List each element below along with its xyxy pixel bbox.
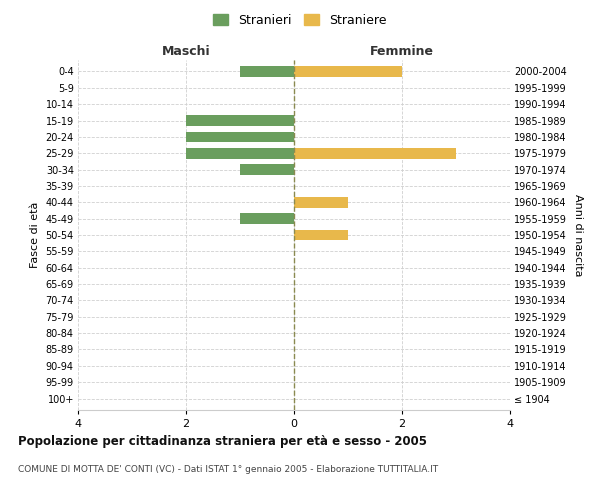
Text: COMUNE DI MOTTA DE' CONTI (VC) - Dati ISTAT 1° gennaio 2005 - Elaborazione TUTTI: COMUNE DI MOTTA DE' CONTI (VC) - Dati IS… — [18, 465, 438, 474]
Bar — [186, 148, 294, 158]
Text: Femmine: Femmine — [370, 44, 434, 58]
Bar — [240, 214, 294, 224]
Bar — [240, 66, 294, 77]
Bar — [294, 230, 348, 240]
Text: Popolazione per cittadinanza straniera per età e sesso - 2005: Popolazione per cittadinanza straniera p… — [18, 435, 427, 448]
Bar — [294, 148, 456, 158]
Bar — [240, 164, 294, 175]
Y-axis label: Anni di nascita: Anni di nascita — [572, 194, 583, 276]
Bar — [186, 132, 294, 142]
Bar — [186, 115, 294, 126]
Text: Maschi: Maschi — [161, 44, 211, 58]
Legend: Stranieri, Straniere: Stranieri, Straniere — [208, 8, 392, 32]
Y-axis label: Fasce di età: Fasce di età — [30, 202, 40, 268]
Bar — [294, 66, 402, 77]
Bar — [294, 197, 348, 207]
